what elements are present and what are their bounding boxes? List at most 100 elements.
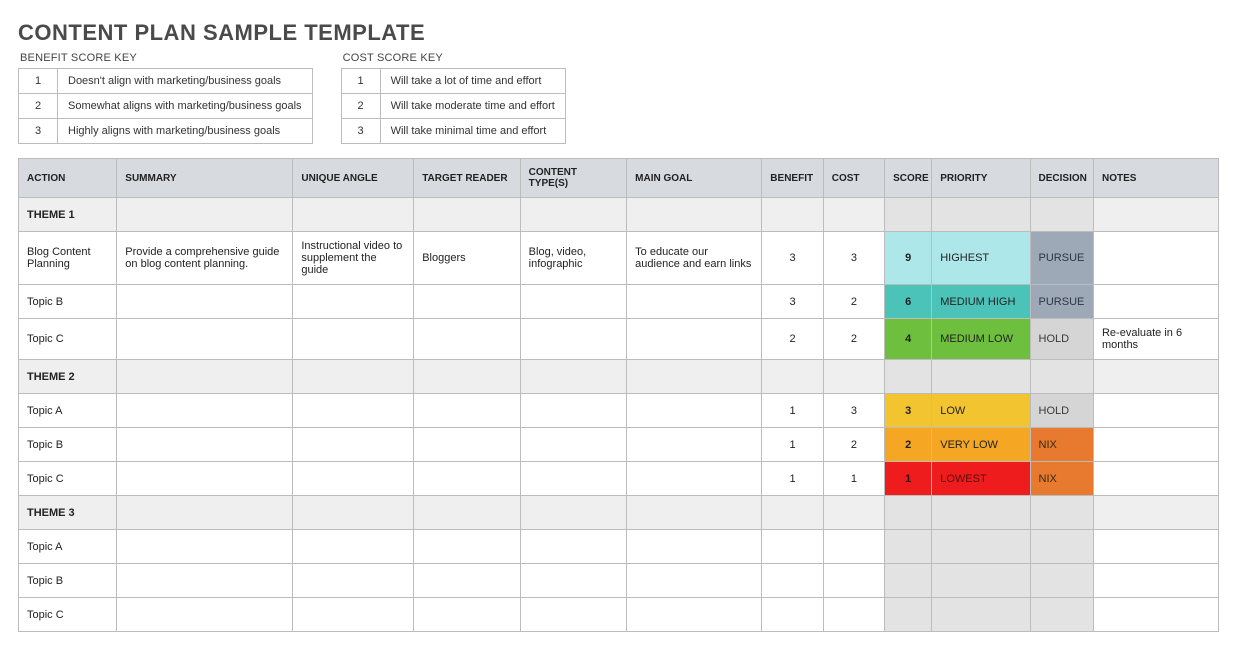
summary-cell [117, 564, 293, 598]
benefit-cell: 1 [762, 428, 823, 462]
notes-cell [1093, 394, 1218, 428]
theme-cell [762, 198, 823, 232]
theme-row: THEME 1 [19, 198, 1219, 232]
summary-cell [117, 428, 293, 462]
theme-cell [762, 496, 823, 530]
table-row: Topic C224MEDIUM LOWHOLDRe-evaluate in 6… [19, 319, 1219, 360]
types-cell [520, 428, 626, 462]
benefit-cell [762, 530, 823, 564]
cost-cell: 3 [823, 232, 884, 285]
cost-cell [823, 598, 884, 632]
column-header: ACTION [19, 159, 117, 198]
key-number: 3 [19, 119, 58, 144]
priority-cell: HIGHEST [932, 232, 1030, 285]
cost-cell: 2 [823, 285, 884, 319]
reader-cell [414, 530, 520, 564]
cost-key-block: COST SCORE KEY 1Will take a lot of time … [341, 52, 566, 144]
key-row: 3Will take minimal time and effort [341, 119, 565, 144]
types-cell: Blog, video, infographic [520, 232, 626, 285]
theme-cell [117, 198, 293, 232]
score-cell: 4 [885, 319, 932, 360]
theme-cell [293, 360, 414, 394]
theme-cell [520, 360, 626, 394]
theme-cell [932, 198, 1030, 232]
theme-cell [627, 198, 762, 232]
reader-cell [414, 428, 520, 462]
benefit-cell: 1 [762, 462, 823, 496]
goal-cell [627, 394, 762, 428]
notes-cell [1093, 285, 1218, 319]
column-header: UNIQUE ANGLE [293, 159, 414, 198]
types-cell [520, 530, 626, 564]
notes-cell [1093, 462, 1218, 496]
angle-cell [293, 530, 414, 564]
benefit-cell: 3 [762, 285, 823, 319]
decision-cell [1030, 564, 1093, 598]
table-row: Topic A133LOWHOLD [19, 394, 1219, 428]
theme-cell [627, 360, 762, 394]
summary-cell [117, 394, 293, 428]
reader-cell [414, 394, 520, 428]
priority-cell [932, 564, 1030, 598]
theme-cell [885, 198, 932, 232]
cost-key-table: 1Will take a lot of time and effort2Will… [341, 68, 566, 144]
priority-cell: MEDIUM LOW [932, 319, 1030, 360]
column-header: CONTENT TYPE(S) [520, 159, 626, 198]
theme-cell [520, 198, 626, 232]
benefit-cell [762, 598, 823, 632]
priority-cell: MEDIUM HIGH [932, 285, 1030, 319]
score-cell: 9 [885, 232, 932, 285]
score-keys: BENEFIT SCORE KEY 1Doesn't align with ma… [18, 52, 1219, 144]
key-number: 1 [19, 69, 58, 94]
key-row: 2Somewhat aligns with marketing/business… [19, 94, 313, 119]
summary-cell [117, 285, 293, 319]
key-row: 1Doesn't align with marketing/business g… [19, 69, 313, 94]
theme-cell [117, 360, 293, 394]
reader-cell [414, 564, 520, 598]
score-cell: 1 [885, 462, 932, 496]
column-header: SCORE [885, 159, 932, 198]
theme-cell [1093, 496, 1218, 530]
cost-cell: 3 [823, 394, 884, 428]
table-row: Topic C [19, 598, 1219, 632]
key-text: Will take minimal time and effort [380, 119, 565, 144]
priority-cell: LOW [932, 394, 1030, 428]
angle-cell [293, 285, 414, 319]
angle-cell [293, 319, 414, 360]
reader-cell [414, 462, 520, 496]
theme-cell [414, 198, 520, 232]
decision-cell: HOLD [1030, 394, 1093, 428]
cost-cell [823, 530, 884, 564]
decision-cell: PURSUE [1030, 232, 1093, 285]
types-cell [520, 598, 626, 632]
theme-cell [293, 198, 414, 232]
theme-label: THEME 3 [19, 496, 117, 530]
theme-label: THEME 2 [19, 360, 117, 394]
summary-cell [117, 598, 293, 632]
column-header: NOTES [1093, 159, 1218, 198]
key-row: 2Will take moderate time and effort [341, 94, 565, 119]
theme-cell [293, 496, 414, 530]
decision-cell: PURSUE [1030, 285, 1093, 319]
key-row: 1Will take a lot of time and effort [341, 69, 565, 94]
theme-cell [762, 360, 823, 394]
goal-cell [627, 530, 762, 564]
decision-cell: NIX [1030, 428, 1093, 462]
benefit-key-block: BENEFIT SCORE KEY 1Doesn't align with ma… [18, 52, 313, 144]
action-cell: Topic B [19, 428, 117, 462]
summary-cell [117, 319, 293, 360]
angle-cell [293, 428, 414, 462]
goal-cell [627, 428, 762, 462]
key-number: 3 [341, 119, 380, 144]
column-header: BENEFIT [762, 159, 823, 198]
score-cell: 3 [885, 394, 932, 428]
key-text: Will take moderate time and effort [380, 94, 565, 119]
key-number: 2 [341, 94, 380, 119]
column-header: PRIORITY [932, 159, 1030, 198]
theme-cell [1030, 496, 1093, 530]
table-row: Topic A [19, 530, 1219, 564]
goal-cell [627, 462, 762, 496]
theme-cell [627, 496, 762, 530]
action-cell: Topic B [19, 564, 117, 598]
goal-cell [627, 598, 762, 632]
